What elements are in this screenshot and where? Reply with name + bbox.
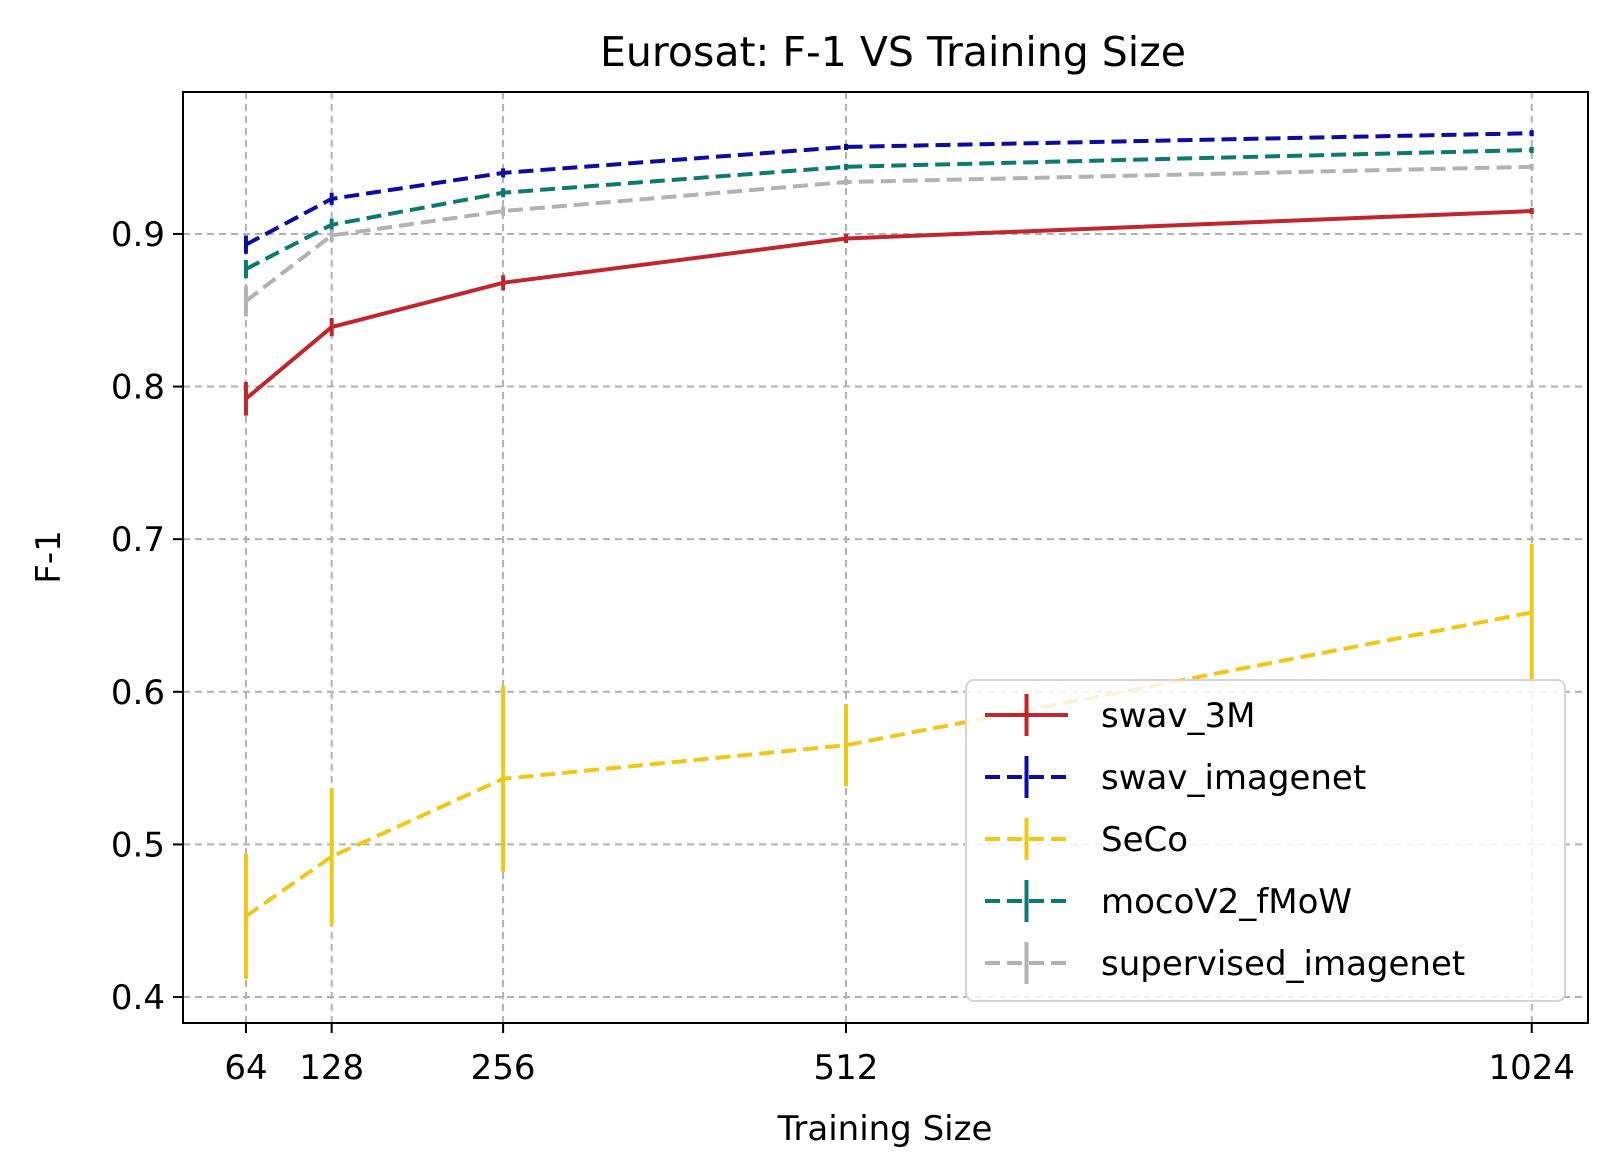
x-tick-label: 1024 (1488, 1048, 1575, 1088)
chart-title: Eurosat: F-1 VS Training Size (600, 28, 1186, 76)
legend-item: mocoV2_fMoW (985, 880, 1352, 922)
x-axis-label: Training Size (777, 1109, 993, 1149)
y-tick-label: 0.7 (111, 520, 165, 560)
y-axis-label: F-1 (29, 530, 69, 583)
series-swav-imagenet (243, 130, 1534, 254)
legend-label: swav_imagenet (1101, 758, 1366, 798)
x-tick-label: 128 (299, 1048, 364, 1088)
series-mocov2-fmow (243, 146, 1534, 279)
legend-item: supervised_imagenet (985, 942, 1465, 984)
y-tick-label: 0.6 (111, 673, 165, 713)
x-tick-label: 64 (224, 1048, 267, 1088)
legend: swav_3M swav_imagenet SeCo mocoV2_fMoWsuper… (965, 679, 1566, 1002)
legend-item: SeCo (985, 818, 1188, 860)
y-tick-label: 0.8 (111, 368, 165, 408)
series-line-mocov2-fmow (245, 147, 1532, 271)
series-line-supervised-imagenet (244, 164, 1532, 303)
legend-label: swav_3M (1101, 696, 1255, 736)
series-line-swav-3m (244, 209, 1532, 401)
legend-item: swav_imagenet (985, 756, 1366, 798)
plot-frame (182, 91, 1589, 1024)
x-tick-label: 256 (471, 1048, 536, 1088)
series-supervised-imagenet (243, 163, 1534, 317)
legend-label: SeCo (1101, 820, 1188, 860)
series-line-swav-imagenet (245, 131, 1532, 247)
y-tick-label: 0.5 (111, 825, 165, 865)
legend-label: mocoV2_fMoW (1101, 882, 1352, 922)
legend-box (965, 679, 1566, 1002)
axis-ticks: 64 128 256 512 1024 0.4 0.5 0.6 0.7 0.8 0.9 (111, 215, 1575, 1088)
y-tick-label: 0.9 (111, 215, 165, 255)
plot-series (243, 130, 1534, 979)
x-tick-label: 512 (814, 1048, 879, 1088)
series-swav-3m (243, 207, 1534, 416)
legend-label: supervised_imagenet (1101, 944, 1465, 984)
legend-item: swav_3M (985, 694, 1255, 736)
y-tick-label: 0.4 (111, 978, 165, 1018)
